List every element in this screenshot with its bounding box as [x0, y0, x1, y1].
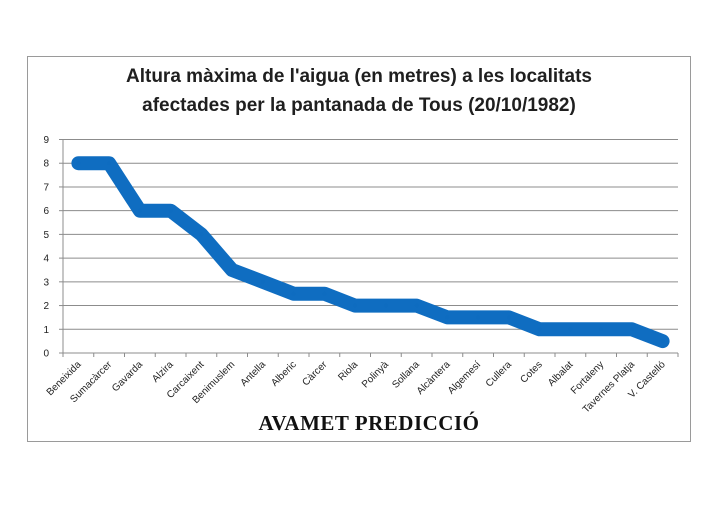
data-point	[230, 268, 234, 272]
series-line	[71, 156, 670, 349]
data-point	[199, 232, 203, 236]
data-point	[384, 304, 388, 308]
y-tick-label: 8	[43, 159, 49, 170]
data-point	[630, 327, 634, 331]
series-line-group	[71, 156, 670, 349]
x-tick-label: Riola	[336, 359, 360, 383]
x-tick-label: Algemesí	[446, 359, 483, 396]
data-point	[353, 304, 357, 308]
chart-title-line-2: afectades per la pantanada de Tous (20/1…	[142, 95, 576, 116]
y-tick-label: 6	[43, 206, 49, 217]
x-tick-label: Gavarda	[110, 359, 145, 394]
data-point	[76, 161, 80, 165]
x-tick-label: Alzira	[150, 359, 176, 385]
y-tick-label: 1	[43, 325, 49, 336]
y-tick-label: 7	[43, 182, 49, 193]
data-point	[568, 327, 572, 331]
data-point	[292, 292, 296, 296]
data-point	[476, 315, 480, 319]
x-tick-label: Albalat	[546, 359, 576, 389]
chart-title-line-1: Altura màxima de l'aigua (en metres) a l…	[126, 66, 592, 87]
chart-frame	[27, 56, 691, 442]
data-point	[261, 280, 265, 284]
y-axis: 0 1 2 3 4 5 6 7 8 9	[43, 135, 64, 360]
data-point	[445, 315, 449, 319]
data-point	[322, 292, 326, 296]
x-tick-label: Càrcer	[300, 359, 329, 388]
y-tick-label: 3	[43, 277, 49, 288]
data-point	[169, 209, 173, 213]
footer-brand-text: AVAMET PREDICCIÓ	[258, 411, 480, 435]
chart-title: Altura màxima de l'aigua (en metres) a l…	[27, 62, 691, 120]
y-tick-label: 2	[43, 301, 49, 312]
data-point	[538, 327, 542, 331]
data-point	[415, 304, 419, 308]
data-point	[138, 209, 142, 213]
data-point	[507, 315, 511, 319]
y-tick-label: 4	[43, 254, 49, 265]
x-tick-label: Polinyà	[360, 359, 391, 390]
data-point	[599, 327, 603, 331]
y-tick-label: 5	[43, 230, 49, 241]
x-tick-label: Antella	[239, 359, 269, 389]
y-tick-label: 9	[43, 135, 49, 146]
data-point	[107, 161, 111, 165]
y-tick-label: 0	[43, 349, 49, 360]
x-tick-label: Cullera	[484, 359, 514, 389]
data-point	[661, 339, 665, 343]
x-tick-label: Cotes	[518, 359, 544, 385]
x-tick-label: Alberic	[269, 359, 298, 388]
